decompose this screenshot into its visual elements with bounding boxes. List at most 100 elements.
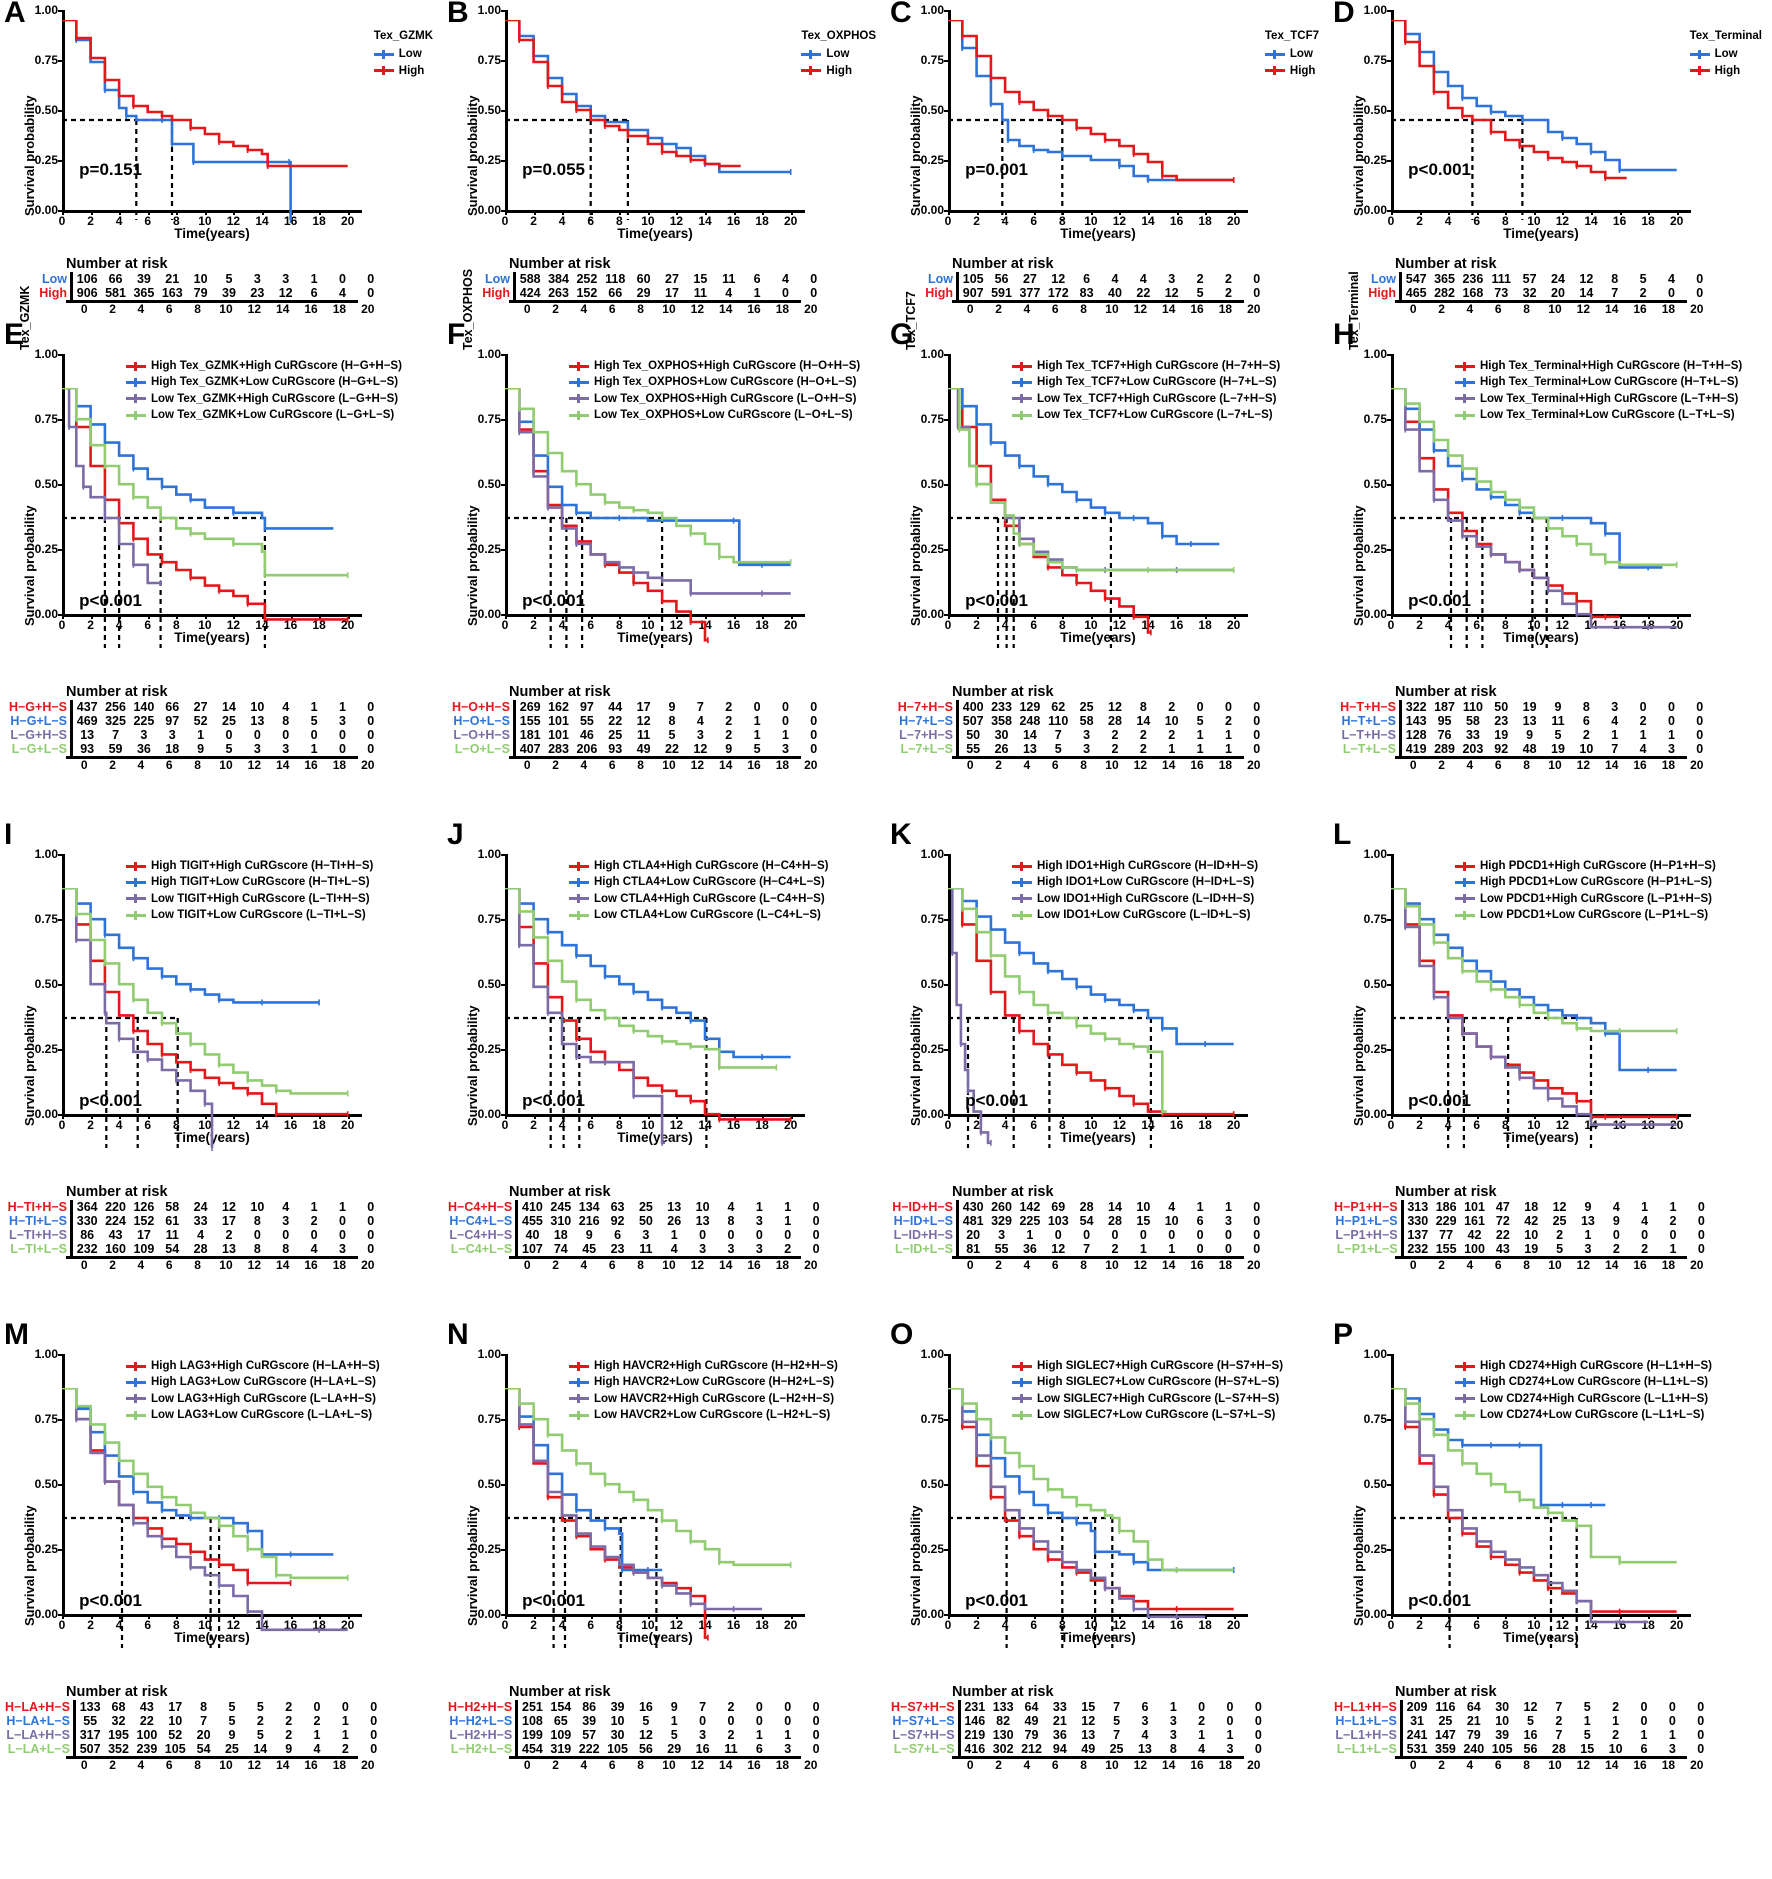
legend-label: Low HAVCR2+High CuRGscore (L−H2+H−S) <box>594 1392 835 1405</box>
risk-cell: 94 <box>1052 1742 1067 1756</box>
y-tick-label: 0.50 <box>1363 477 1387 491</box>
risk-cell: 48 <box>1522 742 1537 756</box>
legend-item[interactable]: High IDO1+High CuRGscore (H−ID+H−S) <box>1012 858 1258 874</box>
legend-item[interactable]: High Tex_Terminal+Low CuRGscore (H−T+L−S… <box>1455 374 1742 390</box>
risk-axis-tick: 20 <box>1247 758 1261 772</box>
legend-item[interactable]: Low Tex_Terminal+High CuRGscore (L−T+H−S… <box>1455 391 1742 407</box>
risk-cell: 1 <box>1224 742 1232 756</box>
panel-letter: I <box>4 818 13 851</box>
legend-item[interactable]: Low Tex_OXPHOS+High CuRGscore (L−O+H−S) <box>569 391 860 407</box>
risk-row-label: L−P1+H−S <box>1335 1228 1398 1242</box>
y-tick-label: 0.00 <box>34 1107 58 1121</box>
legend-item[interactable]: Low Tex_TCF7+High CuRGscore (L−7+H−S) <box>1012 391 1280 407</box>
risk-cell: 13 <box>222 1242 236 1256</box>
legend-item[interactable]: High PDCD1+Low CuRGscore (H−P1+L−S) <box>1455 874 1716 890</box>
legend-item[interactable]: High HAVCR2+High CuRGscore (H−H2+H−S) <box>569 1358 838 1374</box>
legend-item[interactable]: Low Tex_Terminal+Low CuRGscore (L−T+L−S) <box>1455 407 1742 423</box>
risk-cell: 18 <box>1524 1200 1539 1214</box>
risk-axis-tick: 0 <box>80 758 88 772</box>
legend-item[interactable]: High <box>1689 63 1762 79</box>
legend-item[interactable]: High CTLA4+Low CuRGscore (H−C4+L−S) <box>569 874 829 890</box>
legend-swatch <box>569 1394 589 1404</box>
legend-item[interactable]: Low SIGLEC7+High CuRGscore (L−S7+H−S) <box>1012 1391 1283 1407</box>
legend-item[interactable]: Low SIGLEC7+Low CuRGscore (L−S7+L−S) <box>1012 1407 1283 1423</box>
x-tick-label: 18 <box>1198 618 1212 632</box>
legend-item[interactable]: Low <box>801 46 876 62</box>
legend-item[interactable]: Low PDCD1+Low CuRGscore (L−P1+L−S) <box>1455 907 1716 923</box>
legend-item[interactable]: High <box>373 63 433 79</box>
legend-item[interactable]: High Tex_GZMK+High CuRGscore (H−G+H−S) <box>126 358 402 374</box>
legend-item[interactable]: Low Tex_GZMK+High CuRGscore (L−G+H−S) <box>126 391 402 407</box>
x-tick-label: 18 <box>312 214 326 228</box>
legend-item[interactable]: High Tex_TCF7+Low CuRGscore (H−7+L−S) <box>1012 374 1280 390</box>
x-tick-mark <box>1005 1614 1008 1619</box>
x-tick-label: 16 <box>1169 1618 1184 1632</box>
legend-item[interactable]: Low LAG3+High CuRGscore (L−LA+H−S) <box>126 1391 380 1407</box>
risk-axis-tick: 12 <box>1133 1258 1148 1272</box>
risk-cell: 12 <box>1579 272 1594 286</box>
legend-item[interactable]: Low TIGIT+High CuRGscore (L−TI+H−S) <box>126 891 373 907</box>
legend-item[interactable]: Low CTLA4+High CuRGscore (L−C4+H−S) <box>569 891 829 907</box>
legend-item[interactable]: Low Tex_OXPHOS+Low CuRGscore (L−O+L−S) <box>569 407 860 423</box>
legend-item[interactable]: High <box>801 63 876 79</box>
legend-item[interactable]: Low <box>1689 46 1762 62</box>
legend-item[interactable]: High IDO1+Low CuRGscore (H−ID+L−S) <box>1012 874 1258 890</box>
legend-item[interactable]: High SIGLEC7+High CuRGscore (H−S7+H−S) <box>1012 1358 1283 1374</box>
table-row: L−T+L−S 419 289 203 92 48 19 10 7 4 3 0 <box>1333 742 1714 756</box>
table-row: L−L1+H−S 241 147 79 39 16 7 5 2 1 1 0 <box>1333 1728 1715 1742</box>
risk-cell: 1 <box>784 1214 792 1228</box>
legend-item[interactable]: Low LAG3+Low CuRGscore (L−LA+L−S) <box>126 1407 380 1423</box>
legend-item[interactable]: Low Tex_TCF7+Low CuRGscore (L−7+L−S) <box>1012 407 1280 423</box>
x-tick-label: 4 <box>1444 1618 1452 1632</box>
risk-axis-tick: 2 <box>995 1258 1002 1272</box>
risk-cell: 0 <box>1254 1742 1262 1756</box>
p-value: p<0.001 <box>1408 1090 1471 1110</box>
table-row: L−7+L−S 55 26 13 5 3 2 2 1 1 1 0 <box>890 742 1271 756</box>
legend-item[interactable]: Low CD274+Low CuRGscore (L−L1+L−S) <box>1455 1407 1712 1423</box>
risk-cell: 0 <box>1696 728 1704 742</box>
x-tick-label: 4 <box>115 618 123 632</box>
legend-item[interactable]: High Tex_TCF7+High CuRGscore (H−7+H−S) <box>1012 358 1280 374</box>
risk-cell: 0 <box>1254 1700 1262 1714</box>
legend-item[interactable]: High SIGLEC7+Low CuRGscore (H−S7+L−S) <box>1012 1374 1283 1390</box>
legend-item[interactable]: High TIGIT+Low CuRGscore (H−TI+L−S) <box>126 874 373 890</box>
legend-item[interactable]: Low CTLA4+Low CuRGscore (L−C4+L−S) <box>569 907 829 923</box>
risk-axis-tick: 6 <box>608 1258 616 1272</box>
legend-item[interactable]: Low IDO1+Low CuRGscore (L−ID+L−S) <box>1012 907 1258 923</box>
legend-item[interactable]: Low <box>373 46 433 62</box>
legend-item[interactable]: High <box>1264 63 1319 79</box>
legend-item[interactable]: High Tex_OXPHOS+Low CuRGscore (H−O+L−S) <box>569 374 860 390</box>
plot-area-C: 0.00 0.25 0.50 0.75 1.00 0 2 4 6 8 10 12 14 16 18 20 <box>921 3 1248 228</box>
legend-item[interactable]: Low <box>1264 46 1319 62</box>
legend-item[interactable]: Low PDCD1+High CuRGscore (L−P1+H−S) <box>1455 891 1716 907</box>
legend-label: Low Tex_Terminal+High CuRGscore (L−T+H−S… <box>1480 392 1739 405</box>
risk-axis-tick: 20 <box>361 758 375 772</box>
legend-item[interactable]: Low HAVCR2+High CuRGscore (L−H2+H−S) <box>569 1391 838 1407</box>
legend-item[interactable]: High CTLA4+High CuRGscore (H−C4+H−S) <box>569 858 829 874</box>
legend-item[interactable]: High CD274+High CuRGscore (H−L1+H−S) <box>1455 1358 1712 1374</box>
risk-cell: 3 <box>1168 272 1176 286</box>
risk-axis-tick: 0 <box>1409 302 1417 316</box>
legend-item[interactable]: High PDCD1+High CuRGscore (H−P1+H−S) <box>1455 858 1716 874</box>
legend-item[interactable]: Low CD274+High CuRGscore (L−L1+H−S) <box>1455 1391 1712 1407</box>
legend-item[interactable]: High TIGIT+High CuRGscore (H−TI+H−S) <box>126 858 373 874</box>
legend-item[interactable]: High HAVCR2+Low CuRGscore (H−H2+L−S) <box>569 1374 838 1390</box>
legend-item[interactable]: Low TIGIT+Low CuRGscore (L−TI+L−S) <box>126 907 373 923</box>
legend-item[interactable]: High Tex_OXPHOS+High CuRGscore (H−O+H−S) <box>569 358 860 374</box>
risk-cell: 92 <box>1494 742 1509 756</box>
legend-item[interactable]: Low Tex_GZMK+Low CuRGscore (L−G+L−S) <box>126 407 402 423</box>
legend-item[interactable]: High Tex_Terminal+High CuRGscore (H−T+H−… <box>1455 358 1742 374</box>
legend-item[interactable]: High Tex_GZMK+Low CuRGscore (H−G+L−S) <box>126 374 402 390</box>
risk-cell: 0 <box>1640 1700 1648 1714</box>
legend-item[interactable]: High CD274+Low CuRGscore (H−L1+L−S) <box>1455 1374 1712 1390</box>
legend-item[interactable]: Low HAVCR2+Low CuRGscore (L−H2+L−S) <box>569 1407 838 1423</box>
risk-cell: 0 <box>1696 742 1704 756</box>
legend-item[interactable]: High LAG3+High CuRGscore (H−LA+H−S) <box>126 1358 380 1374</box>
risk-cell: 55 <box>956 742 988 756</box>
x-tick-mark <box>176 210 179 215</box>
legend-item[interactable]: High LAG3+Low CuRGscore (H−LA+L−S) <box>126 1374 380 1390</box>
risk-cell: 0 <box>1667 714 1675 728</box>
risk-cell: 5 <box>1196 286 1204 300</box>
legend-item[interactable]: Low IDO1+High CuRGscore (L−ID+H−S) <box>1012 891 1258 907</box>
